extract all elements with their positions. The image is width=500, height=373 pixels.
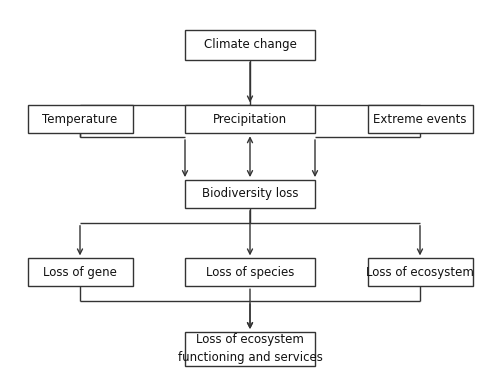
FancyBboxPatch shape: [185, 258, 315, 286]
Text: Loss of species: Loss of species: [206, 266, 294, 279]
FancyBboxPatch shape: [28, 258, 132, 286]
FancyBboxPatch shape: [368, 258, 472, 286]
Text: Temperature: Temperature: [42, 113, 117, 126]
Text: Loss of ecosystem: Loss of ecosystem: [366, 266, 474, 279]
FancyBboxPatch shape: [28, 105, 132, 133]
FancyBboxPatch shape: [185, 332, 315, 366]
Text: Loss of gene: Loss of gene: [43, 266, 117, 279]
Text: Biodiversity loss: Biodiversity loss: [202, 188, 298, 200]
FancyBboxPatch shape: [185, 105, 315, 133]
FancyBboxPatch shape: [185, 180, 315, 208]
Text: Climate change: Climate change: [204, 38, 296, 51]
Text: Precipitation: Precipitation: [213, 113, 287, 126]
FancyBboxPatch shape: [185, 30, 315, 60]
FancyBboxPatch shape: [368, 105, 472, 133]
Text: Loss of ecosystem
functioning and services: Loss of ecosystem functioning and servic…: [178, 333, 322, 364]
Text: Extreme events: Extreme events: [373, 113, 467, 126]
